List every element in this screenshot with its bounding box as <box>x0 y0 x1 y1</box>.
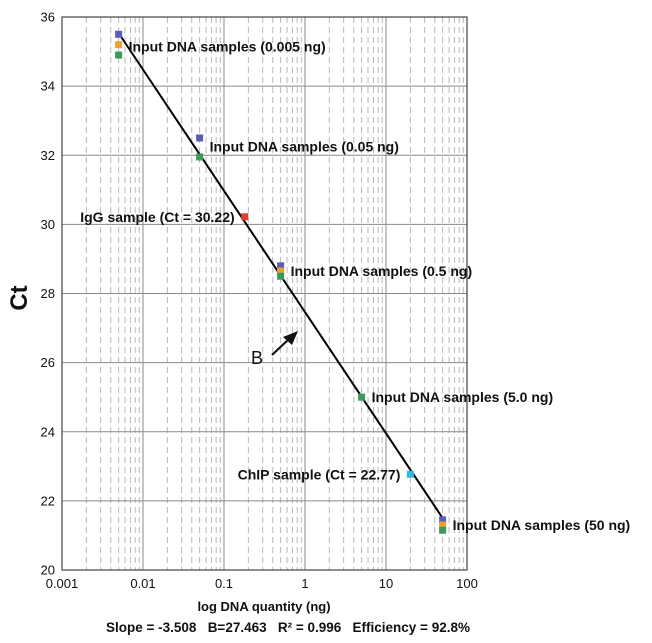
annotation-label: IgG sample (Ct = 30.22) <box>80 209 234 225</box>
x-tick-label: 0.01 <box>130 576 155 591</box>
data-point <box>196 134 204 142</box>
y-tick-label: 24 <box>41 424 55 439</box>
data-point <box>196 153 204 161</box>
y-tick-label: 26 <box>41 355 55 370</box>
annotation-label: Input DNA samples (0.05 ng) <box>210 139 399 155</box>
annotation-label: Input DNA samples (50 ng) <box>453 517 631 533</box>
chart-grid <box>61 16 468 571</box>
x-axis-ticks: 0.001 0.01 0.1 1 10 100 <box>46 576 478 591</box>
annotations-group: Input DNA samples (0.005 ng) Input DNA sa… <box>80 38 630 533</box>
x-tick-label: 100 <box>456 576 478 591</box>
y-tick-label: 20 <box>41 563 55 578</box>
data-point <box>406 470 414 478</box>
y-tick-label: 32 <box>41 148 55 163</box>
annotation-label: ChIP sample (Ct = 22.77) <box>238 466 401 482</box>
data-point <box>358 393 366 401</box>
y-axis-ticks: 20 22 24 26 28 30 32 34 36 <box>41 10 55 578</box>
y-axis-label: Ct <box>6 285 33 310</box>
arrow-label: B <box>251 348 263 368</box>
plot-frame <box>61 16 468 571</box>
y-tick-label: 28 <box>41 286 55 301</box>
annotation-label: Input DNA samples (0.005 ng) <box>129 38 326 54</box>
data-point <box>277 262 285 270</box>
arrow-line <box>271 337 291 356</box>
data-point <box>241 213 249 221</box>
data-point <box>439 526 447 534</box>
x-tick-label: 10 <box>379 576 393 591</box>
data-point <box>277 267 285 275</box>
x-axis-label: log DNA quantity (ng) <box>197 599 330 614</box>
data-points-group <box>115 30 447 534</box>
fit-statistics: Slope = -3.508 B=27.463 R² = 0.996 Effic… <box>106 620 470 635</box>
arrow-head <box>283 331 298 345</box>
data-point <box>115 41 123 49</box>
data-point <box>277 272 285 280</box>
x-tick-label: 1 <box>301 576 308 591</box>
y-tick-label: 30 <box>41 217 55 232</box>
data-point <box>439 521 447 529</box>
x-tick-label: 0.1 <box>215 576 233 591</box>
data-point <box>439 516 447 524</box>
annotation-label: Input DNA samples (0.5 ng) <box>291 263 473 279</box>
y-tick-label: 36 <box>41 10 55 25</box>
y-tick-label: 34 <box>41 79 55 94</box>
annotation-label: Input DNA samples (5.0 ng) <box>372 389 554 405</box>
data-point <box>115 51 123 59</box>
x-tick-label: 0.001 <box>46 576 79 591</box>
data-point <box>115 30 123 38</box>
y-tick-label: 22 <box>41 493 55 508</box>
arrow-pointer: B <box>251 331 298 368</box>
